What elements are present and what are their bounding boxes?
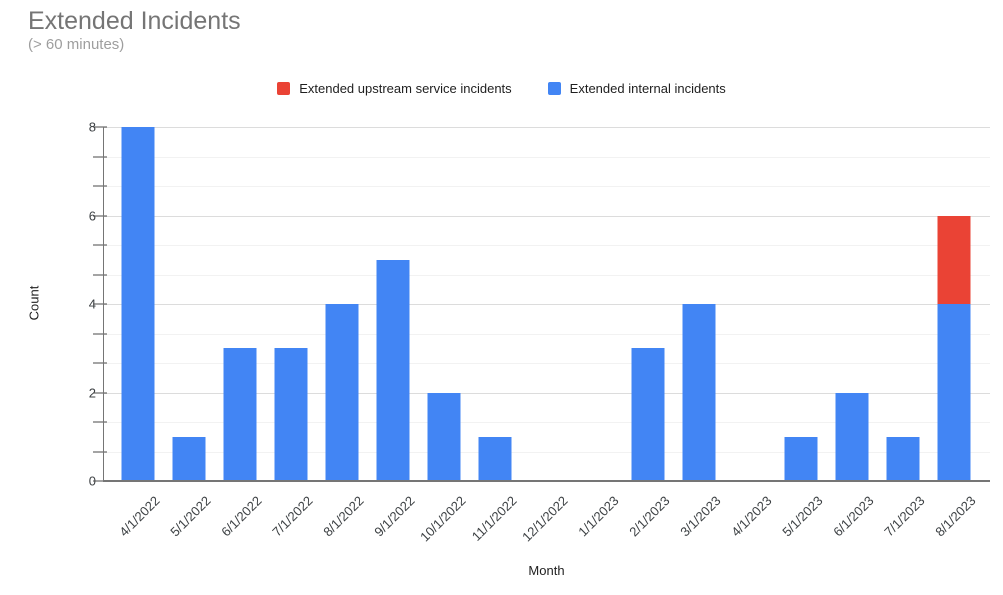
y-axis-tick: [93, 215, 107, 216]
bar-segment: [223, 348, 257, 481]
y-tick-label: 0: [89, 474, 96, 489]
bar-segment: [172, 436, 206, 481]
y-axis-tick: [93, 185, 107, 187]
legend-item-upstream: Extended upstream service incidents: [277, 81, 512, 96]
gridline: [103, 422, 990, 423]
y-axis-tick: [93, 126, 107, 128]
y-tick-label: 4: [89, 297, 96, 312]
y-axis-tick: [93, 244, 107, 246]
bar-stack: [172, 127, 206, 481]
bar-stack: [121, 127, 155, 481]
bar-segment: [937, 304, 971, 481]
chart-title: Extended Incidents: [28, 7, 241, 35]
legend-swatch-upstream-icon: [277, 82, 291, 95]
bar-stack: [682, 127, 716, 481]
y-axis-title: Count: [26, 285, 42, 321]
bar-segment: [886, 436, 920, 481]
bar-stack: [376, 127, 410, 481]
bar-stack: [631, 127, 665, 481]
y-tick-label: 8: [89, 120, 96, 135]
legend-label-internal: Extended internal incidents: [569, 81, 726, 96]
gridline: [103, 127, 990, 128]
gridline: [103, 304, 990, 305]
bar-stack: [886, 127, 920, 481]
bar-stack: [784, 127, 818, 481]
bar-segment: [376, 259, 410, 481]
y-axis-tick: [93, 303, 107, 305]
gridline: [103, 392, 990, 394]
bar-segment: [427, 392, 461, 481]
bar-segment: [121, 127, 155, 481]
y-axis-tick: [93, 421, 107, 423]
bar-segment: [325, 304, 359, 481]
gridline: [103, 333, 990, 335]
bar-segment: [682, 304, 716, 481]
bar-segment: [274, 348, 308, 481]
y-axis-tick: [93, 274, 107, 275]
y-axis-tick: [93, 480, 107, 482]
legend: Extended upstream service incidents Exte…: [0, 81, 1003, 96]
y-axis-tick: [93, 333, 107, 334]
bar-stack: [530, 127, 563, 481]
bar-stack: [835, 127, 869, 481]
bar-segment: [478, 436, 512, 481]
legend-swatch-internal-icon: [547, 82, 561, 95]
gridline: [103, 186, 990, 187]
y-axis-tick: [93, 392, 107, 393]
gridline: [103, 156, 990, 158]
y-axis-tick: [93, 362, 107, 364]
bar-stack: [581, 127, 614, 481]
bar-stack: [274, 127, 308, 481]
plot-area: [93, 126, 990, 482]
legend-label-upstream: Extended upstream service incidents: [299, 81, 512, 96]
bar-segment: [835, 392, 869, 481]
bar-stack: [223, 127, 257, 481]
x-axis-title: Month: [528, 563, 565, 578]
y-axis-tick: [93, 451, 107, 452]
x-labels-band: 4/1/2022 5/1/2022 6/1/2022 7/1/2022 8/1/2022…: [112, 481, 980, 576]
bar-stack: [325, 127, 359, 481]
bar-stack: [478, 127, 512, 481]
legend-item-internal: Extended internal incidents: [547, 81, 726, 96]
bar-segment: [937, 215, 971, 304]
y-labels-layer: 0 2 4 6 8: [56, 120, 96, 489]
gridline: [103, 215, 990, 217]
y-axis-tick: [93, 156, 107, 157]
y-axis-line: [103, 127, 104, 481]
bar-stack: [937, 127, 971, 481]
gridline: [103, 274, 990, 276]
y-tick-label: 6: [89, 208, 96, 223]
bar-segment: [784, 436, 818, 481]
bars-layer: [112, 127, 980, 481]
x-labels-layer: 4/1/2022 5/1/2022 6/1/2022 7/1/2022 8/1/2022…: [103, 481, 990, 576]
bar-segment: [631, 348, 665, 481]
bar-stack: [427, 127, 461, 481]
x-axis-line: [103, 480, 990, 482]
y-tick-label: 2: [89, 385, 96, 400]
chart-subtitle: (> 60 minutes): [28, 36, 125, 53]
gridline: [103, 451, 990, 453]
bar-stack: [734, 127, 767, 481]
gridline: [103, 245, 990, 246]
gridline: [103, 363, 990, 364]
